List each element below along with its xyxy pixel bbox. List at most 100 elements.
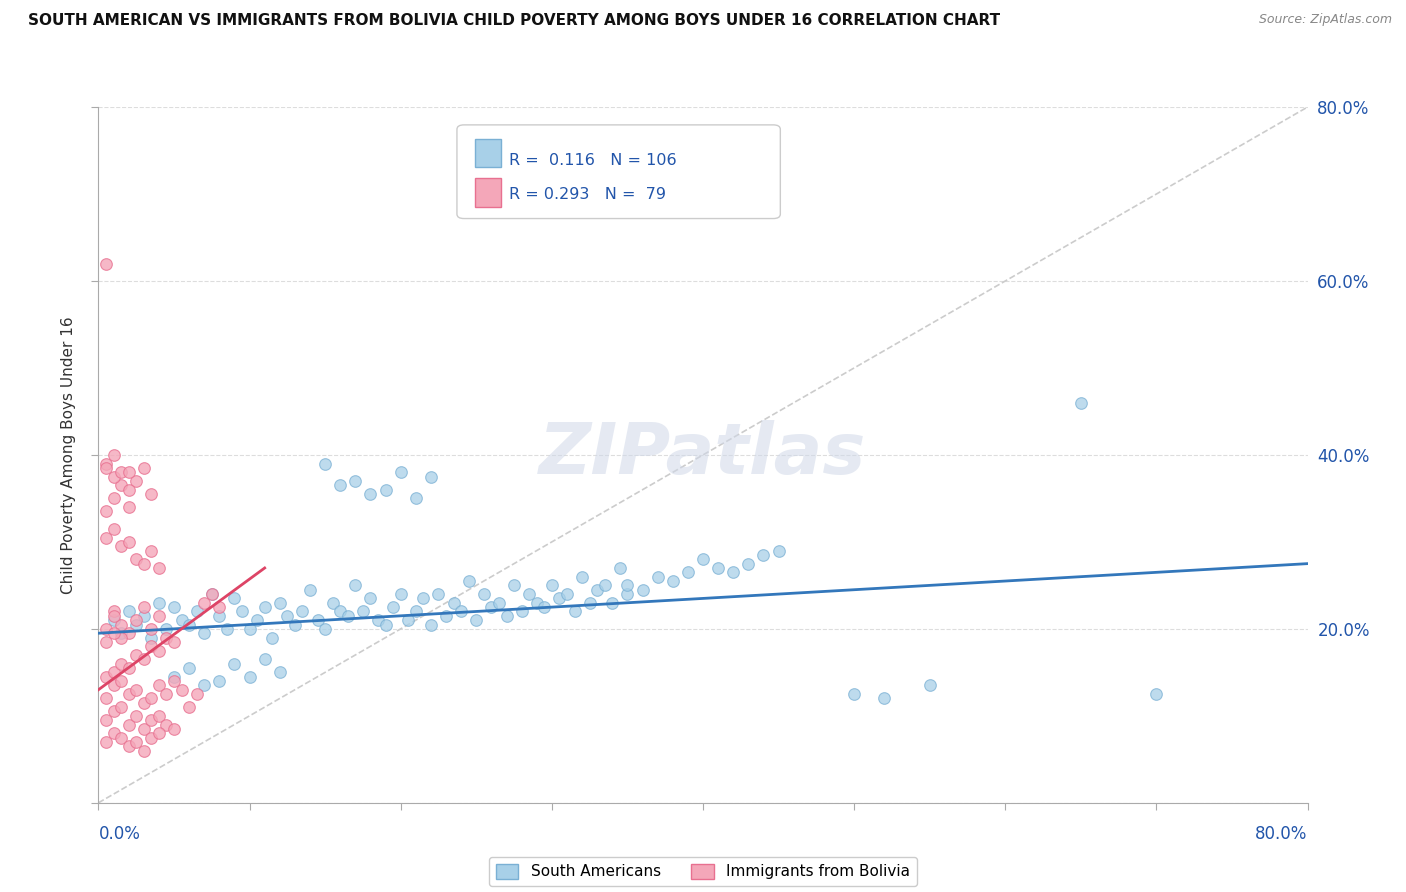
Point (103, 726, 125, 740)
Point (517, 587, 540, 601)
Point (322, 596, 344, 610)
Point (110, 674, 132, 689)
Point (148, 596, 170, 610)
Point (94, 691, 117, 706)
Point (118, 483, 141, 497)
Point (118, 717, 141, 731)
Point (389, 466, 412, 480)
Point (132, 608, 155, 623)
Point (170, 682, 193, 697)
Point (103, 613, 125, 627)
Point (262, 631, 284, 645)
Point (269, 665, 291, 680)
Point (103, 626, 125, 640)
Point (94, 256, 117, 270)
Point (125, 648, 148, 662)
Point (163, 600, 186, 615)
Point (201, 587, 224, 601)
Point (110, 626, 132, 640)
Point (291, 605, 314, 619)
Point (125, 474, 148, 488)
Point (314, 457, 336, 471)
Point (367, 613, 389, 627)
Point (412, 591, 434, 606)
Point (141, 487, 163, 501)
Point (405, 491, 427, 506)
Point (94, 670, 117, 684)
Point (420, 469, 443, 483)
Point (132, 600, 155, 615)
Point (616, 578, 638, 592)
Point (110, 731, 132, 745)
Y-axis label: Child Poverty Among Boys Under 16: Child Poverty Among Boys Under 16 (60, 316, 76, 594)
Point (1070, 395, 1092, 409)
Point (253, 652, 276, 666)
Point (94, 622, 117, 636)
Point (208, 608, 231, 623)
Point (118, 661, 141, 675)
Point (768, 543, 790, 558)
Point (94, 713, 117, 727)
Point (132, 744, 155, 758)
Point (179, 700, 201, 714)
Point (193, 596, 215, 610)
Point (548, 591, 571, 606)
Point (586, 582, 609, 597)
Point (118, 626, 141, 640)
Point (314, 622, 336, 636)
Point (125, 617, 148, 632)
Point (465, 613, 488, 627)
Text: R =  0.116   N = 106: R = 0.116 N = 106 (509, 153, 676, 168)
Point (602, 596, 624, 610)
Point (224, 591, 246, 606)
Point (110, 617, 132, 632)
Point (155, 631, 177, 645)
Point (329, 605, 352, 619)
Point (495, 608, 517, 623)
Point (215, 622, 238, 636)
Point (94, 735, 117, 749)
Point (132, 557, 155, 571)
Point (132, 461, 155, 475)
Point (141, 622, 163, 636)
Point (132, 696, 155, 710)
Point (420, 617, 443, 632)
Point (155, 717, 177, 731)
Point (125, 552, 148, 566)
Point (163, 722, 186, 736)
Point (110, 657, 132, 671)
Point (163, 674, 186, 689)
Point (374, 483, 396, 497)
Point (110, 631, 132, 645)
Point (94, 504, 117, 518)
Point (269, 596, 291, 610)
Point (103, 678, 125, 692)
Legend: South Americans, Immigrants from Bolivia: South Americans, Immigrants from Bolivia (489, 857, 917, 886)
Point (918, 678, 941, 692)
Point (593, 578, 616, 592)
Point (103, 605, 125, 619)
Point (555, 587, 578, 601)
Point (141, 713, 163, 727)
Point (155, 622, 177, 636)
Point (118, 466, 141, 480)
Point (488, 596, 510, 610)
Point (578, 596, 600, 610)
Point (110, 539, 132, 553)
Point (125, 735, 148, 749)
Point (148, 678, 170, 692)
Point (239, 622, 262, 636)
Point (132, 722, 155, 736)
Point (609, 561, 631, 575)
Point (692, 552, 714, 566)
Point (103, 469, 125, 483)
Point (336, 608, 359, 623)
Point (662, 574, 685, 588)
Point (118, 500, 141, 514)
Point (141, 731, 163, 745)
Point (125, 682, 148, 697)
Point (434, 608, 457, 623)
Point (510, 605, 533, 619)
Point (631, 582, 654, 597)
Point (541, 578, 564, 592)
